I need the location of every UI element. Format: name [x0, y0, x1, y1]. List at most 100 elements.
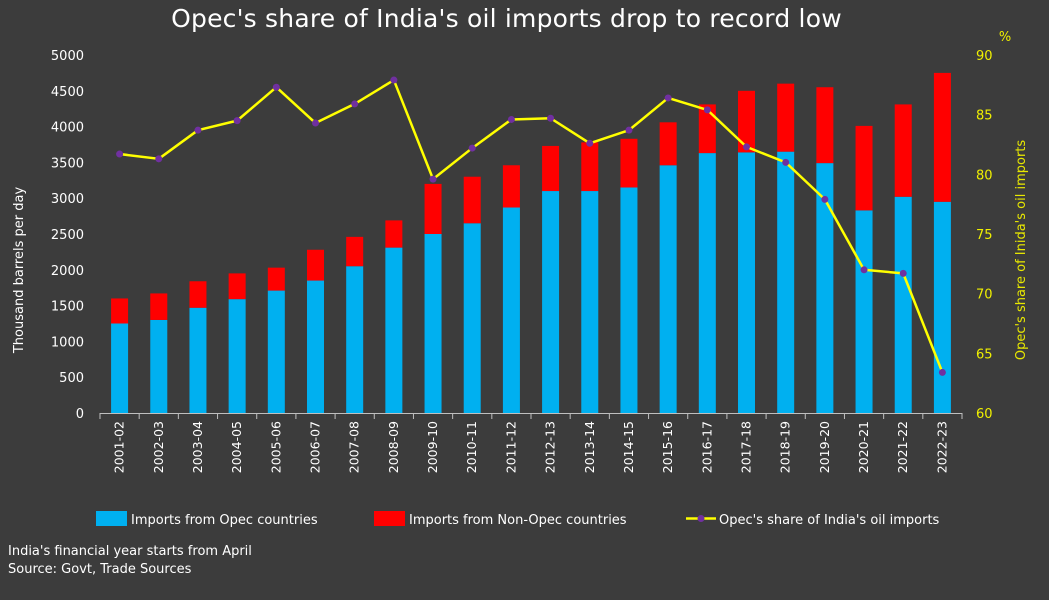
footnote-source: Source: Govt, Trade Sources	[8, 562, 192, 577]
y-tick-label: 4000	[51, 121, 84, 136]
share-point	[507, 115, 515, 123]
y-tick-label: 3000	[51, 192, 84, 207]
bar-non-opec	[777, 83, 795, 152]
bar-opec	[267, 290, 285, 413]
y2-tick-label: 70	[976, 288, 993, 303]
x-tick-label: 2002-03	[151, 421, 166, 473]
y2-tick-label: 80	[976, 168, 993, 183]
bar-opec	[855, 210, 873, 413]
bar-opec	[346, 266, 364, 413]
share-point	[625, 126, 633, 134]
y2-tick-label: 65	[976, 347, 993, 362]
x-tick-label: 2013-14	[582, 421, 597, 473]
bar-non-opec	[267, 267, 285, 291]
y-tick-label: 1000	[51, 335, 84, 350]
bar-opec	[150, 319, 168, 413]
x-tick-label: 2020-21	[856, 421, 871, 473]
legend-label-non-opec: Imports from Non-Opec countries	[409, 513, 627, 528]
y2-unit-label: %	[999, 30, 1011, 45]
bar-non-opec	[816, 87, 834, 164]
x-tick-label: 2003-04	[190, 421, 205, 473]
y-tick-label: 5000	[51, 49, 84, 64]
bar-opec	[542, 191, 560, 413]
axes-layer	[99, 413, 963, 419]
share-point	[351, 100, 359, 108]
footnote-fiscal-year: India's financial year starts from April	[8, 544, 252, 559]
y-tick-label: 3500	[51, 156, 84, 171]
x-tick-label: 2019-20	[817, 421, 832, 473]
bar-non-opec	[659, 122, 677, 166]
share-point	[390, 76, 398, 84]
share-point	[821, 195, 829, 203]
y-tick-label: 500	[59, 371, 84, 386]
x-tick-label: 2014-15	[621, 421, 636, 473]
x-tick-label: 2004-05	[229, 421, 244, 473]
y2-axis-title: Opec's share of Inida's oil imports	[1014, 140, 1029, 361]
y2-tick-label: 60	[976, 407, 993, 422]
bar-opec	[581, 191, 599, 413]
x-tick-label: 2009-10	[425, 421, 440, 473]
bar-opec	[738, 152, 755, 413]
share-point	[782, 158, 790, 166]
legend-swatch-share-marker	[697, 515, 705, 522]
y-tick-label: 0	[76, 407, 84, 422]
share-point	[743, 143, 750, 151]
y-tick-label: 1500	[51, 300, 84, 315]
bar-opec	[816, 163, 834, 413]
chart-title: Opec's share of India's oil imports drop…	[171, 4, 842, 33]
ticks-layer: 0 500 1000 1500 2000 2500 3000 3500 4000 4500 5000…	[51, 49, 993, 473]
share-point	[860, 266, 868, 274]
bar-non-opec	[463, 176, 481, 224]
y-tick-label: 2000	[51, 264, 84, 279]
bar-opec	[659, 165, 677, 413]
legend-label-opec: Imports from Opec countries	[131, 513, 318, 528]
bar-opec	[894, 196, 912, 413]
y-tick-label: 2500	[51, 228, 84, 243]
x-tick-label: 2018-19	[778, 421, 793, 473]
x-tick-label: 2021-22	[895, 421, 910, 473]
share-point	[312, 119, 319, 127]
legend-label-share: Opec's share of India's oil imports	[719, 513, 940, 528]
bar-opec	[502, 207, 520, 413]
bar-opec	[424, 234, 442, 413]
share-point	[547, 114, 555, 122]
x-tick-label: 2001-02	[112, 421, 127, 473]
bar-opec	[111, 323, 129, 413]
share-point	[586, 139, 594, 147]
share-point	[468, 144, 476, 152]
x-tick-label: 2005-06	[268, 421, 283, 473]
legend: Imports from Opec countries Imports from…	[96, 511, 940, 528]
bar-non-opec	[698, 104, 716, 154]
y2-tick-label: 90	[976, 49, 993, 64]
bar-non-opec	[502, 165, 520, 208]
y-axis-title: Thousand barrels per day	[12, 187, 27, 355]
x-tick-label: 2011-12	[503, 421, 518, 473]
bar-opec	[228, 299, 246, 413]
bar-opec	[777, 151, 795, 413]
bar-non-opec	[933, 72, 951, 202]
bar-opec	[307, 280, 324, 413]
legend-swatch-non-opec	[374, 511, 405, 526]
bar-non-opec	[894, 104, 912, 197]
bar-non-opec	[111, 298, 129, 324]
share-point	[194, 126, 202, 134]
bar-non-opec	[385, 220, 403, 248]
x-tick-label: 2015-16	[660, 421, 675, 473]
x-tick-label: 2017-18	[739, 421, 754, 473]
x-tick-label: 2007-08	[347, 421, 362, 473]
x-tick-label: 2016-17	[699, 421, 714, 473]
bar-non-opec	[150, 293, 168, 320]
share-point	[233, 117, 241, 125]
x-tick-label: 2022-23	[934, 421, 949, 473]
y-tick-label: 4500	[51, 85, 84, 100]
share-point	[155, 155, 163, 163]
bar-non-opec	[424, 183, 442, 234]
share-line-layer	[116, 76, 946, 376]
share-point	[116, 150, 124, 158]
bar-non-opec	[620, 138, 638, 188]
bar-non-opec	[346, 236, 364, 267]
share-point	[429, 175, 437, 183]
x-tick-label: 2008-09	[386, 421, 401, 473]
bar-non-opec	[542, 145, 560, 192]
